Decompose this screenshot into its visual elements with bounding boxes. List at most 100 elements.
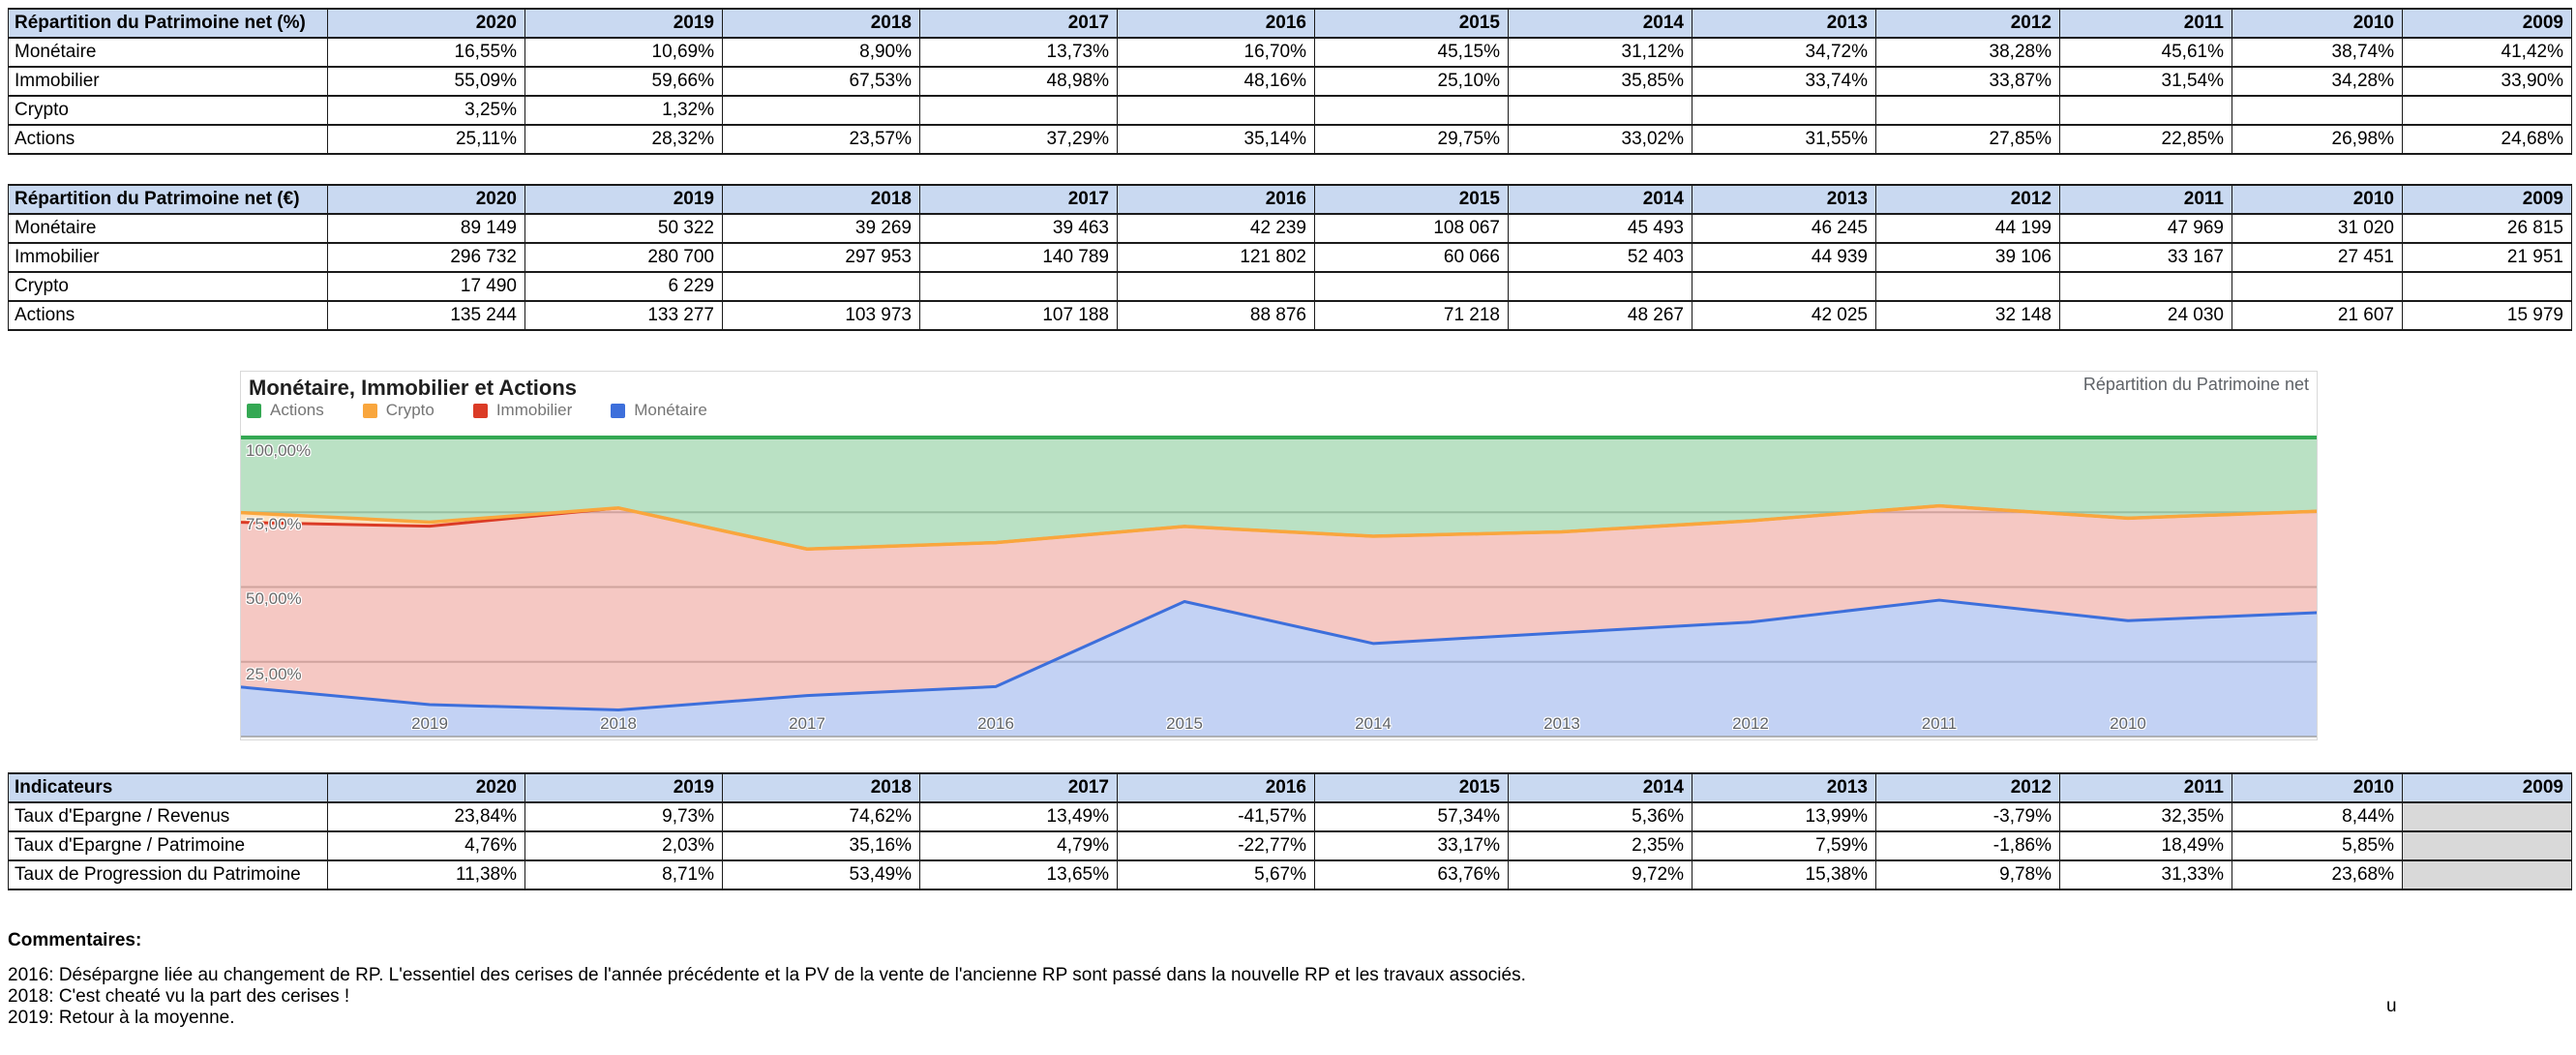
- value-cell[interactable]: 31,33%: [2059, 859, 2232, 890]
- row-label-cell[interactable]: Immobilier: [8, 66, 328, 97]
- value-cell[interactable]: [1875, 95, 2060, 126]
- value-cell[interactable]: 33 167: [2059, 242, 2232, 273]
- year-header-cell[interactable]: 2014: [1508, 772, 1692, 803]
- value-cell[interactable]: 13,73%: [919, 37, 1118, 68]
- value-cell[interactable]: 45,61%: [2059, 37, 2232, 68]
- value-cell[interactable]: 8,90%: [722, 37, 920, 68]
- value-cell[interactable]: [2059, 95, 2232, 126]
- value-cell[interactable]: 47 969: [2059, 213, 2232, 244]
- year-header-cell[interactable]: 2009: [2402, 8, 2572, 39]
- value-cell[interactable]: 8,71%: [524, 859, 723, 890]
- value-cell[interactable]: 133 277: [524, 300, 723, 331]
- value-cell[interactable]: [2402, 801, 2572, 832]
- value-cell[interactable]: [722, 271, 920, 302]
- value-cell[interactable]: 59,66%: [524, 66, 723, 97]
- value-cell[interactable]: 103 973: [722, 300, 920, 331]
- value-cell[interactable]: 37,29%: [919, 124, 1118, 155]
- value-cell[interactable]: 33,02%: [1508, 124, 1692, 155]
- value-cell[interactable]: 28,32%: [524, 124, 723, 155]
- value-cell[interactable]: [2232, 271, 2403, 302]
- year-header-cell[interactable]: 2015: [1314, 8, 1509, 39]
- year-header-cell[interactable]: 2019: [524, 772, 723, 803]
- year-header-cell[interactable]: 2020: [327, 184, 525, 215]
- value-cell[interactable]: 10,69%: [524, 37, 723, 68]
- value-cell[interactable]: 34,28%: [2232, 66, 2403, 97]
- value-cell[interactable]: [2232, 95, 2403, 126]
- value-cell[interactable]: 9,78%: [1875, 859, 2060, 890]
- year-header-cell[interactable]: 2019: [524, 8, 723, 39]
- value-cell[interactable]: 33,87%: [1875, 66, 2060, 97]
- value-cell[interactable]: [2402, 830, 2572, 861]
- value-cell[interactable]: 27 451: [2232, 242, 2403, 273]
- value-cell[interactable]: 25,10%: [1314, 66, 1509, 97]
- year-header-cell[interactable]: 2013: [1692, 8, 1876, 39]
- value-cell[interactable]: 18,49%: [2059, 830, 2232, 861]
- table-title-cell[interactable]: Répartition du Patrimoine net (%): [8, 8, 328, 39]
- value-cell[interactable]: 38,74%: [2232, 37, 2403, 68]
- year-header-cell[interactable]: 2015: [1314, 184, 1509, 215]
- value-cell[interactable]: 39 269: [722, 213, 920, 244]
- year-header-cell[interactable]: 2011: [2059, 8, 2232, 39]
- value-cell[interactable]: 2,35%: [1508, 830, 1692, 861]
- value-cell[interactable]: 297 953: [722, 242, 920, 273]
- value-cell[interactable]: 24,68%: [2402, 124, 2572, 155]
- value-cell[interactable]: 48,98%: [919, 66, 1118, 97]
- value-cell[interactable]: 11,38%: [327, 859, 525, 890]
- value-cell[interactable]: 67,53%: [722, 66, 920, 97]
- value-cell[interactable]: [919, 95, 1118, 126]
- value-cell[interactable]: [1314, 271, 1509, 302]
- value-cell[interactable]: 22,85%: [2059, 124, 2232, 155]
- year-header-cell[interactable]: 2010: [2232, 184, 2403, 215]
- value-cell[interactable]: [1314, 95, 1509, 126]
- value-cell[interactable]: 16,55%: [327, 37, 525, 68]
- value-cell[interactable]: 48,16%: [1117, 66, 1315, 97]
- patrimoine-stacked-area-chart[interactable]: Monétaire, Immobilier et Actions Réparti…: [239, 371, 2319, 740]
- value-cell[interactable]: 23,57%: [722, 124, 920, 155]
- year-header-cell[interactable]: 2013: [1692, 184, 1876, 215]
- row-label-cell[interactable]: Monétaire: [8, 37, 328, 68]
- value-cell[interactable]: 31,55%: [1692, 124, 1876, 155]
- year-header-cell[interactable]: 2016: [1117, 8, 1315, 39]
- value-cell[interactable]: 52 403: [1508, 242, 1692, 273]
- value-cell[interactable]: 42 025: [1692, 300, 1876, 331]
- value-cell[interactable]: [1508, 95, 1692, 126]
- value-cell[interactable]: 13,49%: [919, 801, 1118, 832]
- table-title-cell[interactable]: Répartition du Patrimoine net (€): [8, 184, 328, 215]
- value-cell[interactable]: 31,54%: [2059, 66, 2232, 97]
- value-cell[interactable]: 44 199: [1875, 213, 2060, 244]
- value-cell[interactable]: 63,76%: [1314, 859, 1509, 890]
- value-cell[interactable]: -1,86%: [1875, 830, 2060, 861]
- value-cell[interactable]: 33,90%: [2402, 66, 2572, 97]
- value-cell[interactable]: 2,03%: [524, 830, 723, 861]
- value-cell[interactable]: 1,32%: [524, 95, 723, 126]
- value-cell[interactable]: 42 239: [1117, 213, 1315, 244]
- value-cell[interactable]: 280 700: [524, 242, 723, 273]
- value-cell[interactable]: [722, 95, 920, 126]
- value-cell[interactable]: 71 218: [1314, 300, 1509, 331]
- value-cell[interactable]: 17 490: [327, 271, 525, 302]
- value-cell[interactable]: [1692, 271, 1876, 302]
- value-cell[interactable]: 41,42%: [2402, 37, 2572, 68]
- value-cell[interactable]: 296 732: [327, 242, 525, 273]
- value-cell[interactable]: [919, 271, 1118, 302]
- value-cell[interactable]: 48 267: [1508, 300, 1692, 331]
- value-cell[interactable]: 50 322: [524, 213, 723, 244]
- value-cell[interactable]: 5,36%: [1508, 801, 1692, 832]
- value-cell[interactable]: 38,28%: [1875, 37, 2060, 68]
- year-header-cell[interactable]: 2009: [2402, 772, 2572, 803]
- year-header-cell[interactable]: 2012: [1875, 772, 2060, 803]
- year-header-cell[interactable]: 2014: [1508, 184, 1692, 215]
- year-header-cell[interactable]: 2017: [919, 772, 1118, 803]
- value-cell[interactable]: [2402, 859, 2572, 890]
- value-cell[interactable]: 55,09%: [327, 66, 525, 97]
- value-cell[interactable]: 135 244: [327, 300, 525, 331]
- year-header-cell[interactable]: 2012: [1875, 184, 2060, 215]
- value-cell[interactable]: 35,85%: [1508, 66, 1692, 97]
- year-header-cell[interactable]: 2012: [1875, 8, 2060, 39]
- value-cell[interactable]: 53,49%: [722, 859, 920, 890]
- value-cell[interactable]: 21 951: [2402, 242, 2572, 273]
- value-cell[interactable]: 15,38%: [1692, 859, 1876, 890]
- value-cell[interactable]: 5,67%: [1117, 859, 1315, 890]
- value-cell[interactable]: 9,73%: [524, 801, 723, 832]
- year-header-cell[interactable]: 2015: [1314, 772, 1509, 803]
